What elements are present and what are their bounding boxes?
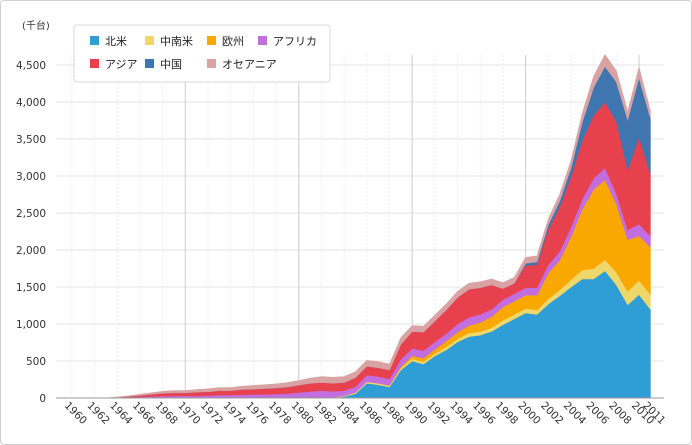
x-tick-label-17: 1994 bbox=[447, 400, 475, 428]
x-tick-label-24: 2008 bbox=[606, 400, 633, 427]
x-tick-labels: 1960196219641966196819701972197419761978… bbox=[62, 400, 668, 428]
legend-swatch-6 bbox=[207, 59, 216, 68]
x-tick-label-15: 1990 bbox=[402, 400, 429, 427]
x-tick-label-8: 1976 bbox=[243, 400, 271, 428]
legend-label-3: アフリカ bbox=[273, 35, 317, 48]
legend-label-1: 中南米 bbox=[160, 35, 193, 48]
legend-swatch-2 bbox=[207, 36, 216, 45]
x-tick-label-4: 1968 bbox=[153, 400, 180, 427]
legend-swatch-4 bbox=[90, 59, 99, 68]
legend-box bbox=[73, 24, 331, 83]
y-tick-label-5: 2,500 bbox=[16, 208, 46, 220]
legend-swatch-5 bbox=[145, 59, 154, 68]
y-tick-labels: 0 500 1,000 1,500 2,000 2,500 3,000 3,500 4,000 4… bbox=[16, 60, 46, 405]
x-tick-label-13: 1986 bbox=[357, 400, 385, 428]
legend-swatch-3 bbox=[258, 36, 267, 45]
x-tick-label-2: 1964 bbox=[107, 400, 135, 428]
y-tick-label-4: 2,000 bbox=[16, 245, 46, 257]
y-tick-label-8: 4,000 bbox=[16, 97, 46, 109]
legend-label-6: オセアニア bbox=[222, 58, 277, 71]
x-tick-label-9: 1978 bbox=[266, 400, 293, 427]
legend-label-0: 北米 bbox=[105, 35, 127, 48]
x-tick-label-22: 2004 bbox=[561, 400, 589, 428]
y-tick-label-3: 1,500 bbox=[16, 282, 46, 294]
legend-label-2: 欧州 bbox=[222, 35, 244, 48]
x-tick-label-20: 2000 bbox=[515, 400, 542, 427]
y-tick-label-9: 4,500 bbox=[16, 60, 46, 72]
legend-label-4: アジア bbox=[105, 58, 138, 71]
area-series-6 bbox=[71, 54, 651, 399]
x-tick-label-14: 1988 bbox=[379, 400, 406, 427]
x-tick-label-21: 2002 bbox=[538, 400, 565, 427]
x-tick-label-16: 1992 bbox=[425, 400, 452, 427]
x-tick-label-11: 1982 bbox=[311, 400, 338, 427]
legend-swatch-1 bbox=[145, 36, 154, 45]
x-tick-label-23: 2006 bbox=[584, 400, 612, 428]
y-tick-label-1: 500 bbox=[26, 356, 46, 368]
x-tick-label-19: 1998 bbox=[493, 400, 520, 427]
x-tick-label-10: 1980 bbox=[289, 400, 316, 427]
x-tick-label-3: 1966 bbox=[130, 400, 158, 428]
x-tick-label-18: 1996 bbox=[470, 400, 498, 428]
x-tick-label-0: 1960 bbox=[62, 400, 89, 427]
legend-label-5: 中国 bbox=[160, 58, 182, 71]
x-tick-label-1: 1962 bbox=[84, 400, 111, 427]
legend-swatch-0 bbox=[90, 36, 99, 45]
series-areas bbox=[71, 54, 651, 399]
y-unit-label: (千台) bbox=[22, 19, 50, 32]
x-tick-label-7: 1974 bbox=[221, 400, 249, 428]
x-tick-label-5: 1970 bbox=[175, 400, 202, 427]
y-tick-label-0: 0 bbox=[39, 393, 46, 405]
y-tick-label-7: 3,500 bbox=[16, 134, 46, 146]
x-tick-label-6: 1972 bbox=[198, 400, 225, 427]
x-tick-label-12: 1984 bbox=[334, 400, 362, 428]
y-tick-label-6: 3,000 bbox=[16, 171, 46, 183]
y-tick-label-2: 1,000 bbox=[16, 319, 46, 331]
